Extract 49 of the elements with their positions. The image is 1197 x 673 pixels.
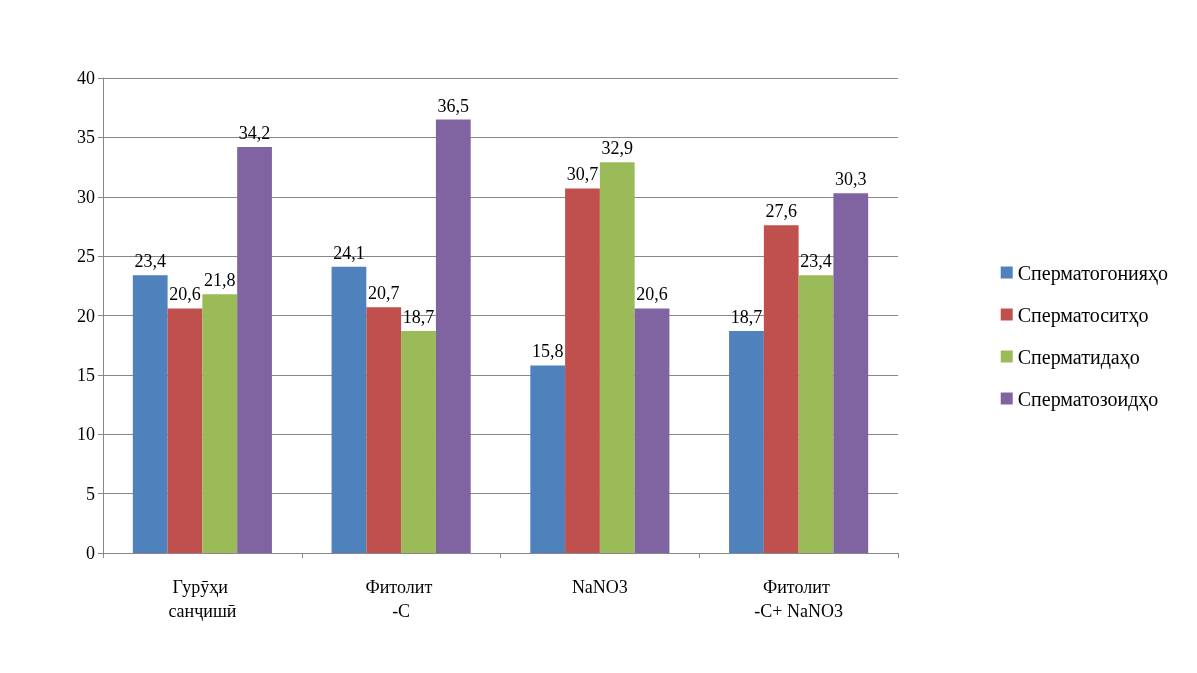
legend-label: Сперматоситҳо [1017,303,1149,327]
bar [435,119,471,553]
bar [798,275,834,553]
bar [202,294,238,553]
bar [729,330,764,553]
data-label: 15,8 [531,341,564,362]
bar [331,266,367,553]
legend-label: Сперматозоидҳо [1017,387,1159,411]
y-tick-label: 15 [77,364,95,385]
x-tick-label: NaNO3 [571,577,628,597]
bar [763,225,799,553]
data-label: 24,1 [333,242,365,263]
x-tick-label: Фитолит -С [365,577,437,621]
bar [599,162,635,553]
data-label: 20,6 [636,284,668,305]
data-label: 18,7 [402,306,435,327]
y-tick-label: 20 [77,305,95,326]
bar [565,188,600,553]
bar [401,330,436,553]
bar [530,365,566,553]
y-tick-label: 25 [77,246,95,267]
data-label: 30,7 [566,164,599,185]
bar [833,193,869,553]
data-label: 20,6 [169,284,201,305]
y-tick-label: 30 [77,186,95,207]
data-label: 30,3 [835,169,867,190]
bar [132,275,168,553]
data-label: 23,4 [800,251,832,272]
x-tick-label: Фитолит -С+ NaNO3 [754,577,843,621]
y-tick-label: 10 [77,424,95,445]
data-label: 23,4 [134,251,166,272]
legend-label: Сперматидаҳо [1017,345,1140,369]
bar [167,308,203,553]
legend-label: Сперматогонияҳо [1017,261,1169,285]
y-tick-label: 5 [86,483,95,504]
bar [634,308,670,553]
data-label: 36,5 [437,95,470,116]
y-tick-label: 40 [77,68,95,88]
data-label: 18,7 [730,306,763,327]
data-label: 32,9 [601,138,634,159]
data-label: 21,8 [204,270,236,291]
bar [366,307,402,553]
y-tick-label: 35 [77,127,95,148]
data-label: 34,2 [238,122,271,143]
data-label: 20,7 [367,283,400,304]
x-tick-label: Гурӯҳи санҷишӣ [168,577,237,621]
y-tick-label: 0 [86,543,95,563]
bar [237,146,272,553]
data-label: 27,6 [765,201,797,222]
